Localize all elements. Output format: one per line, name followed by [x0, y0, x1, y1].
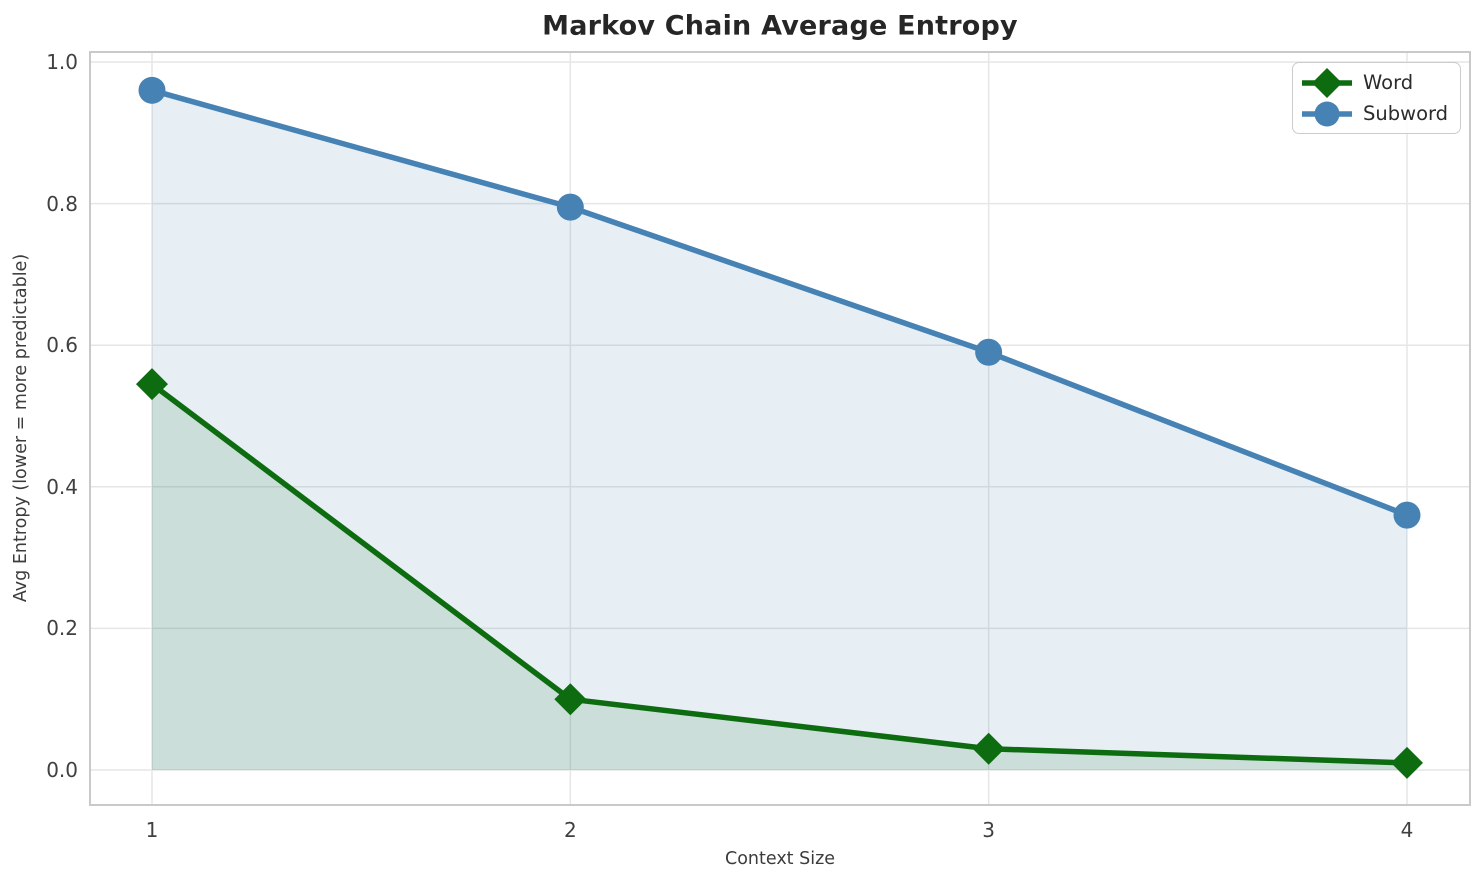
chart-title: Markov Chain Average Entropy: [542, 10, 1018, 42]
x-tick-label: 4: [1400, 818, 1414, 842]
y-tick-label: 0.0: [46, 758, 78, 782]
x-tick-label: 3: [982, 818, 996, 842]
subword-area: [152, 90, 1407, 770]
x-tick-label: 2: [563, 818, 577, 842]
y-axis-label: Avg Entropy (lower = more predictable): [11, 253, 31, 603]
word-area: [152, 384, 1407, 770]
word-marker: [1390, 746, 1423, 779]
x-tick-label: 1: [145, 818, 159, 842]
plot-border: [89, 51, 1471, 806]
legend-item-word: Word: [1300, 67, 1448, 98]
y-tick-label: 1.0: [46, 50, 78, 74]
subword-marker: [556, 193, 584, 221]
word-marker: [972, 732, 1005, 765]
y-tick-label: 0.4: [46, 474, 78, 499]
y-tick-label: 0.6: [46, 333, 78, 358]
subword-marker: [138, 76, 166, 104]
word-marker: [136, 368, 168, 401]
word-marker: [554, 683, 587, 716]
x-axis-label: Context Size: [724, 849, 836, 869]
subword-line: [151, 87, 1408, 518]
diamond-icon: [1302, 67, 1352, 98]
circle-icon: [1302, 101, 1352, 126]
legend-item-subword: Subword: [1300, 98, 1448, 129]
legend-label: Word: [1363, 71, 1414, 94]
subword-marker: [975, 338, 1003, 366]
subword-marker: [1393, 501, 1421, 529]
word-line: [150, 381, 1408, 766]
legend-label: Subword: [1363, 102, 1449, 125]
legend: Word Subword: [1292, 62, 1462, 134]
y-tick-label: 0.2: [46, 616, 78, 641]
y-tick-label: 0.8: [46, 191, 78, 216]
